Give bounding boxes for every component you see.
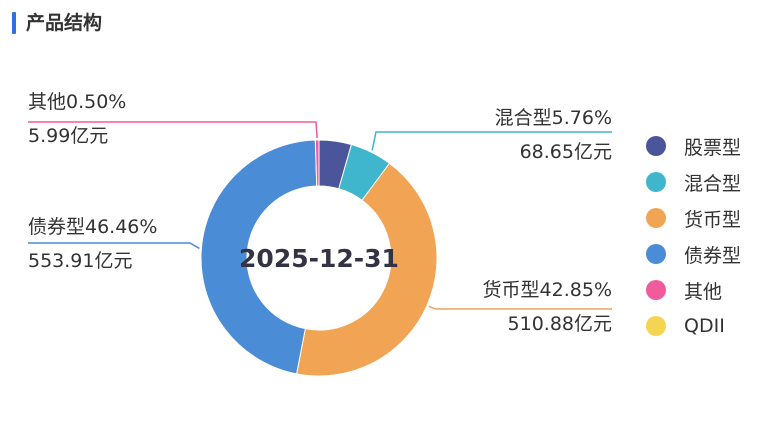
- data-label-5-percent: 其他0.50%: [28, 91, 126, 113]
- leader-line-5: [28, 121, 318, 139]
- data-label-3-amount: 510.88亿元: [508, 313, 612, 335]
- legend-swatch-icon: [646, 136, 666, 156]
- leader-line-2: [371, 131, 612, 151]
- pie-slice-5: [314, 139, 320, 187]
- page-title: 产品结构: [26, 12, 103, 34]
- pie-slice-4: [200, 139, 318, 375]
- data-label-3-percent: 货币型42.85%: [483, 279, 612, 301]
- leader-line-4: [28, 242, 200, 250]
- legend-item-2[interactable]: 混合型: [646, 164, 741, 200]
- data-label-4-percent: 债券型46.46%: [28, 216, 157, 238]
- legend-swatch-icon: [646, 316, 666, 336]
- legend-item-4[interactable]: 债券型: [646, 236, 741, 272]
- legend-label: 股票型: [684, 136, 742, 159]
- legend-label: 债券型: [684, 244, 742, 267]
- legend-label: QDII: [684, 315, 725, 337]
- legend-swatch-icon: [646, 172, 666, 192]
- chart-legend: 股票型混合型货币型债券型其他 QDII: [646, 128, 741, 344]
- data-label-5-amount: 5.99亿元: [28, 125, 108, 147]
- data-label-2-amount: 68.65亿元: [520, 141, 612, 163]
- data-label-4-amount: 553.91亿元: [28, 250, 132, 272]
- legend-swatch-icon: [646, 244, 666, 264]
- title-accent-bar: [12, 12, 16, 34]
- data-label-2-percent: 混合型5.76%: [495, 107, 612, 129]
- legend-item-6[interactable]: QDII: [646, 308, 741, 344]
- legend-label: 货币型: [684, 208, 742, 231]
- legend-item-5[interactable]: 其他: [646, 272, 741, 308]
- center-date-label: 2025-12-31: [239, 244, 399, 273]
- legend-label: 其他: [684, 280, 723, 303]
- legend-item-3[interactable]: 货币型: [646, 200, 741, 236]
- pie-slice-3: [296, 162, 438, 377]
- leader-line-3: [428, 305, 612, 310]
- legend-swatch-icon: [646, 280, 666, 300]
- legend-item-1[interactable]: 股票型: [646, 128, 741, 164]
- legend-label: 混合型: [684, 172, 742, 195]
- legend-swatch-icon: [646, 208, 666, 228]
